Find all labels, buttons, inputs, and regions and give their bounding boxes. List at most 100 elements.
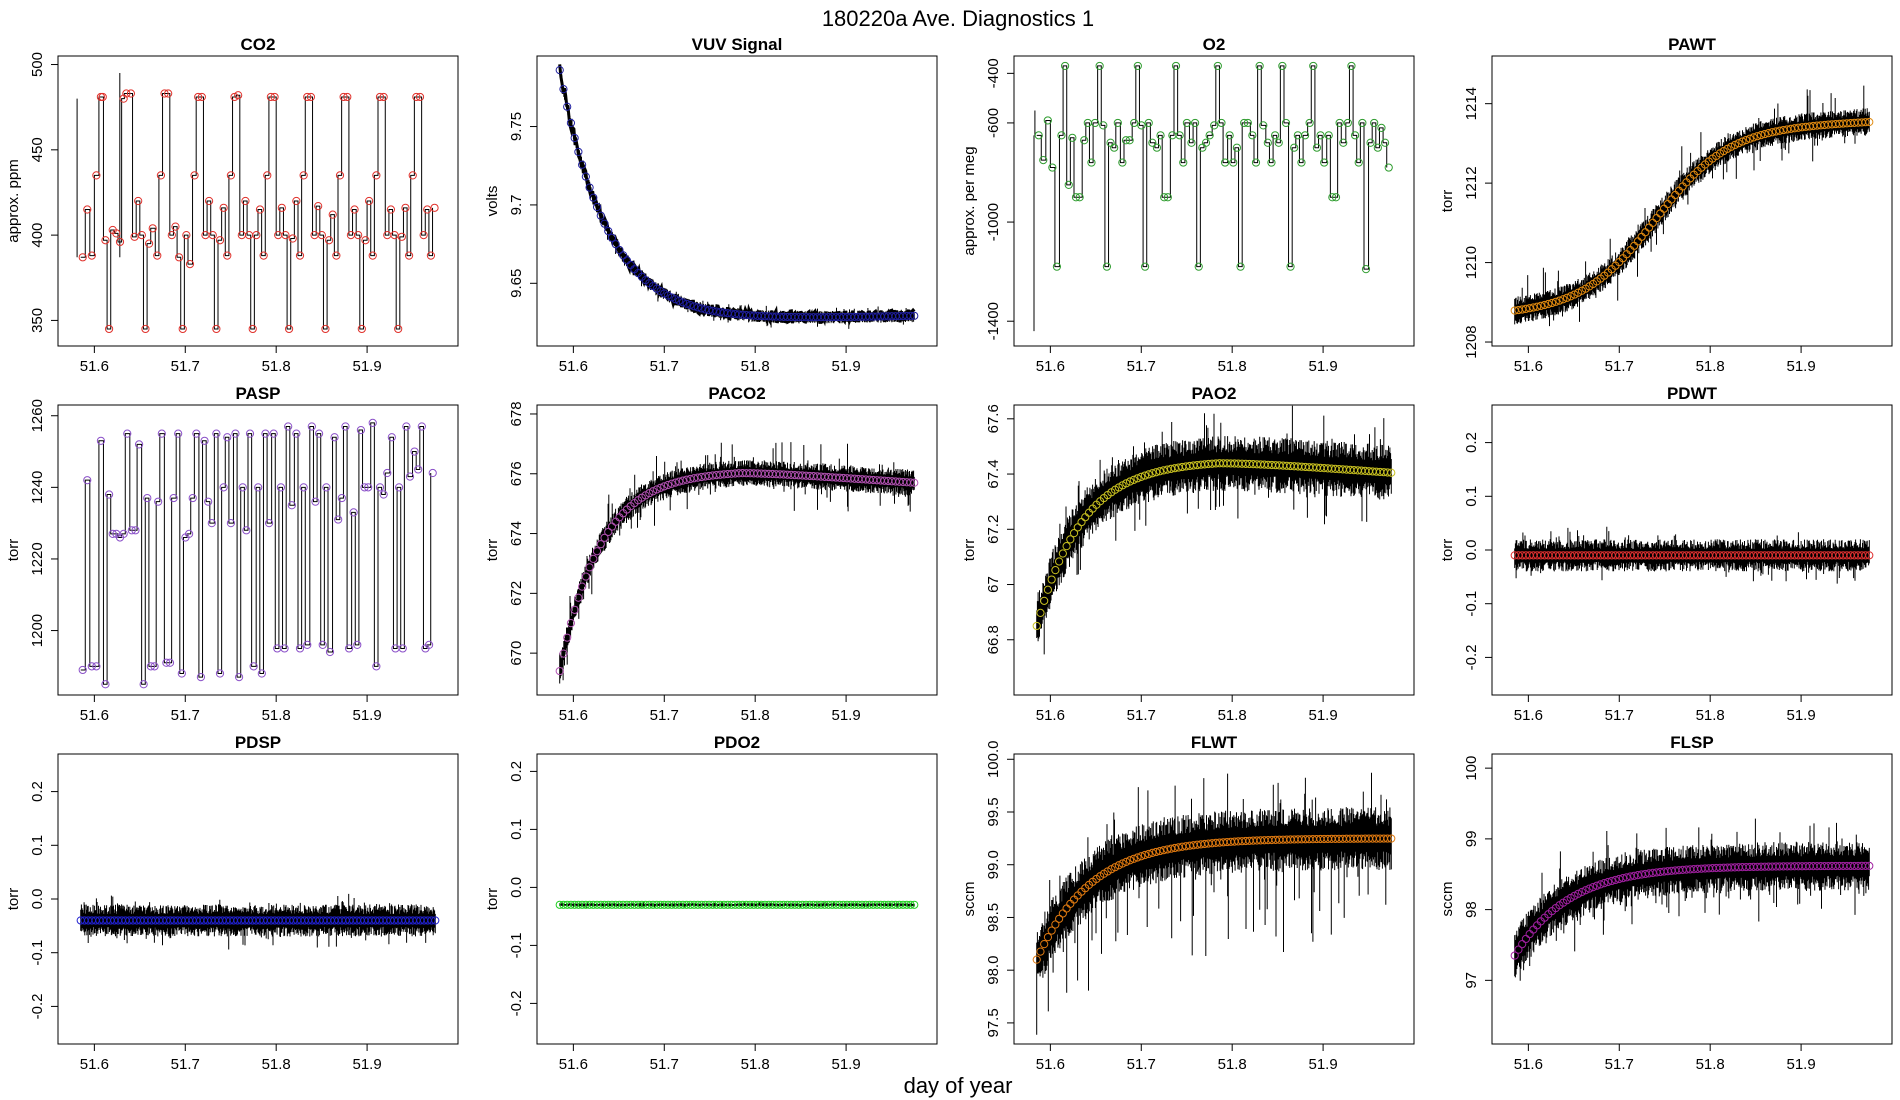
data-point xyxy=(270,92,279,102)
y-tick-label: -600 xyxy=(985,108,1002,138)
data-point xyxy=(1114,861,1123,870)
y-tick-label: 1260 xyxy=(29,399,46,432)
data-point xyxy=(1052,262,1062,271)
plot-area xyxy=(78,418,437,689)
data-point xyxy=(1060,61,1070,71)
data-point xyxy=(1865,117,1874,127)
y-tick-label: 99 xyxy=(1463,831,1480,848)
data-point xyxy=(1377,123,1386,132)
data-point xyxy=(589,193,598,202)
panel-title: VUV Signal xyxy=(692,35,783,54)
data-point xyxy=(1510,951,1519,960)
data-point xyxy=(607,233,617,242)
data-point xyxy=(1048,163,1057,172)
data-point xyxy=(1071,193,1081,202)
data-point xyxy=(134,440,144,449)
data-point xyxy=(360,483,369,492)
data-point xyxy=(1251,158,1261,167)
data-point xyxy=(415,92,425,102)
data-point xyxy=(171,222,180,231)
data-point xyxy=(1533,302,1542,311)
data-point xyxy=(910,900,919,909)
data-point xyxy=(1270,131,1280,140)
data-point xyxy=(1225,131,1234,140)
data-point xyxy=(368,251,377,260)
data-point xyxy=(245,429,255,438)
data-point xyxy=(197,92,206,102)
y-tick-label: 1240 xyxy=(29,471,46,504)
x-tick-label: 51.8 xyxy=(1218,358,1247,375)
data-point xyxy=(431,916,440,925)
data-point xyxy=(299,171,308,180)
data-point xyxy=(157,429,166,438)
data-point xyxy=(686,300,695,310)
data-point xyxy=(234,91,243,100)
data-point xyxy=(328,210,337,219)
data-point xyxy=(226,171,236,180)
y-tick-label: -0.1 xyxy=(1463,591,1480,617)
data-point xyxy=(678,298,687,307)
data-point xyxy=(194,92,203,102)
series-line xyxy=(80,422,432,685)
data-point xyxy=(1062,542,1071,551)
data-point xyxy=(339,92,348,102)
x-tick-label: 51.7 xyxy=(1127,358,1156,375)
panel-title: PACO2 xyxy=(708,384,765,403)
data-point xyxy=(555,66,564,75)
data-point xyxy=(589,554,598,564)
data-point xyxy=(401,203,410,212)
data-point xyxy=(1577,887,1587,897)
y-tick-label: -400 xyxy=(985,58,1002,88)
data-point xyxy=(906,900,915,909)
data-point xyxy=(383,468,392,478)
data-point xyxy=(148,224,157,233)
data-point xyxy=(656,483,665,492)
y-tick-label: 100.0 xyxy=(985,740,1002,778)
data-point xyxy=(1281,118,1291,128)
data-point xyxy=(131,526,140,535)
data-point xyxy=(226,519,236,528)
data-point xyxy=(83,476,92,485)
data-point xyxy=(402,422,411,431)
data-point xyxy=(200,436,209,445)
data-point xyxy=(185,260,195,269)
data-point xyxy=(1159,846,1168,855)
data-point xyxy=(134,196,143,206)
data-point xyxy=(414,465,423,474)
data-point xyxy=(574,593,583,602)
x-tick-label: 51.6 xyxy=(559,1056,588,1073)
data-point xyxy=(325,647,335,657)
data-point xyxy=(559,85,568,94)
data-point xyxy=(1300,131,1310,140)
plot-area xyxy=(76,73,439,334)
x-tick-label: 51.6 xyxy=(80,707,109,724)
data-point xyxy=(156,171,166,180)
data-point xyxy=(1615,874,1624,884)
data-point xyxy=(78,665,87,675)
plot-frame xyxy=(57,55,459,347)
y-tick-label: 98.0 xyxy=(985,956,1002,985)
data-point xyxy=(1032,621,1041,631)
y-tick-label: 67.6 xyxy=(985,404,1002,433)
data-point xyxy=(1236,262,1245,271)
data-point xyxy=(375,92,385,102)
data-point xyxy=(1607,876,1616,886)
data-point xyxy=(671,295,680,304)
panel-title: CO2 xyxy=(241,35,276,54)
data-point xyxy=(1525,304,1534,313)
figure-title: 180220a Ave. Diagnostics 1 xyxy=(822,6,1094,31)
y-tick-label: 9.7 xyxy=(508,194,525,215)
data-point xyxy=(1194,262,1203,271)
data-point xyxy=(137,231,146,240)
data-point xyxy=(314,202,323,211)
y-tick-label: 100 xyxy=(1463,756,1480,781)
y-tick-label: 1208 xyxy=(1463,325,1480,358)
data-point xyxy=(1331,193,1341,202)
data-point xyxy=(1764,129,1773,138)
x-tick-label: 51.7 xyxy=(650,707,679,724)
data-point xyxy=(215,236,225,245)
data-point xyxy=(1240,118,1249,128)
data-point xyxy=(1129,475,1138,484)
x-tick-label: 51.7 xyxy=(1605,358,1634,375)
